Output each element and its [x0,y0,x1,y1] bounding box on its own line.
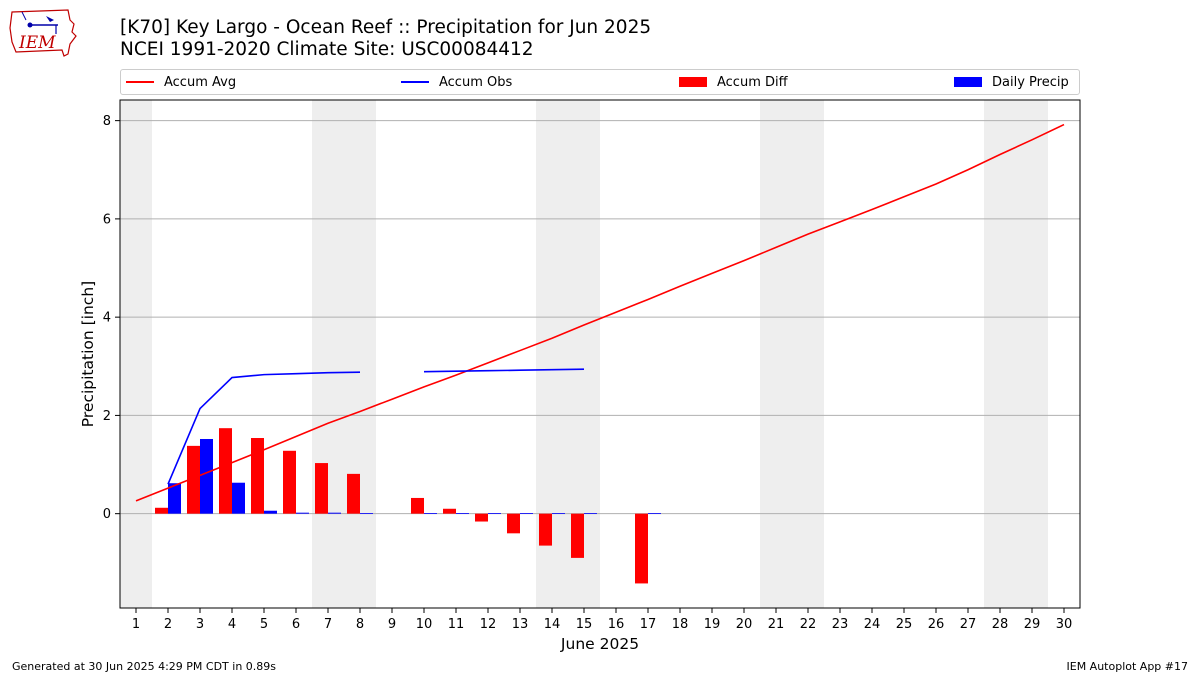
accum-diff-bar-day-14 [539,513,552,546]
legend-item-accum-diff: Accum Diff [679,70,788,94]
daily-precip-bar-day-6 [296,512,309,514]
x-tick-label-29: 29 [1024,617,1041,632]
x-tick-label-23: 23 [832,617,849,632]
daily-precip-bar-day-5 [264,510,277,514]
x-tick-label-25: 25 [896,617,913,632]
x-tick-label-11: 11 [448,617,465,632]
x-tick-label-7: 7 [324,617,332,632]
x-tick-label-19: 19 [704,617,721,632]
iem-logo: IEM [9,9,77,57]
accum-diff-bar-day-7 [315,463,328,514]
x-tick-label-15: 15 [576,617,593,632]
y-tick-label-2: 2 [103,409,111,424]
chart-legend: Accum Avg Accum Obs Accum Diff Daily Pre… [120,69,1080,95]
daily-precip-bar-day-4 [232,482,245,514]
accum-diff-bar-day-4 [219,428,232,514]
daily-precip-bar-day-11 [456,513,469,514]
daily-precip-bar-day-17 [648,513,661,514]
accum-diff-bar-day-11 [443,508,456,514]
legend-item-accum-avg: Accum Avg [126,70,236,94]
iowa-outline-icon [9,9,77,57]
x-tick-label-10: 10 [416,617,433,632]
y-axis-label: Precipitation [inch] [79,281,97,427]
x-tick-label-5: 5 [260,617,268,632]
x-tick-label-8: 8 [356,617,364,632]
app-footer: IEM Autoplot App #17 [1066,660,1189,673]
generated-footer: Generated at 30 Jun 2025 4:29 PM CDT in … [12,660,277,673]
weekend-band-4 [760,100,824,608]
legend-swatch-accum-obs [401,81,429,83]
x-tick-label-16: 16 [608,617,625,632]
accum-diff-bar-day-6 [283,450,296,514]
accum-diff-bar-day-5 [251,438,264,514]
y-tick-label-8: 8 [103,114,111,129]
x-tick-label-2: 2 [164,617,172,632]
legend-swatch-accum-avg [126,81,154,83]
daily-precip-bar-day-2 [168,483,181,514]
daily-precip-bar-day-8 [360,513,373,514]
legend-swatch-daily-precip [954,77,982,87]
y-tick-label-4: 4 [103,311,111,326]
accum-avg-line [135,123,1065,502]
legend-label-accum-diff: Accum Diff [717,74,788,90]
x-tick-label-6: 6 [292,617,300,632]
x-tick-label-17: 17 [640,617,657,632]
daily-precip-bar-day-10 [424,513,437,514]
legend-label-accum-avg: Accum Avg [164,74,237,90]
legend-swatch-accum-diff [679,77,707,87]
legend-item-daily-precip: Daily Precip [954,70,1069,94]
x-tick-label-18: 18 [672,617,689,632]
y-tick-label-0: 0 [103,507,111,522]
x-tick-label-28: 28 [992,617,1009,632]
x-tick-label-12: 12 [480,617,497,632]
x-tick-label-26: 26 [928,617,945,632]
x-tick-label-22: 22 [800,617,817,632]
x-tick-label-20: 20 [736,617,753,632]
x-tick-label-27: 27 [960,617,977,632]
weekend-band-2 [312,100,376,608]
accum-diff-bar-day-12 [475,513,488,522]
accum-diff-bar-day-15 [571,513,584,558]
x-tick-label-30: 30 [1056,617,1073,632]
accum-diff-bar-day-3 [187,445,200,514]
chart-title: [K70] Key Largo - Ocean Reef :: Precipit… [120,17,652,38]
x-tick-label-13: 13 [512,617,529,632]
x-tick-label-21: 21 [768,617,785,632]
legend-item-accum-obs: Accum Obs [401,70,512,94]
x-tick-label-24: 24 [864,617,881,632]
daily-precip-bar-day-13 [520,513,533,514]
accum-diff-bar-day-17 [635,513,648,584]
accum-diff-bar-day-2 [155,507,168,514]
y-tick-label-6: 6 [103,212,111,227]
plot-frame [119,99,1081,609]
legend-label-accum-obs: Accum Obs [439,74,513,90]
accum-diff-bar-day-8 [347,473,360,514]
weekend-band-1 [120,100,152,608]
daily-precip-bar-day-14 [552,513,565,514]
accum-diff-bar-day-13 [507,513,520,534]
x-tick-label-4: 4 [228,617,236,632]
daily-precip-bar-day-15 [584,513,597,514]
chart-subtitle: NCEI 1991-2020 Climate Site: USC00084412 [120,39,534,60]
accum-diff-bar-day-10 [411,497,424,514]
legend-label-daily-precip: Daily Precip [992,74,1069,90]
x-tick-label-14: 14 [544,617,561,632]
daily-precip-bar-day-12 [488,513,501,514]
daily-precip-bar-day-7 [328,512,341,514]
logo-text: IEM [18,33,56,53]
x-tick-label-9: 9 [388,617,396,632]
weekend-band-5 [984,100,1048,608]
x-tick-label-1: 1 [132,617,140,632]
x-axis-label: June 2025 [560,635,639,653]
x-tick-label-3: 3 [196,617,204,632]
accum-obs-line-segment-2 [423,368,585,373]
daily-precip-bar-day-3 [200,438,213,514]
accum-obs-line-segment-1 [167,371,361,485]
